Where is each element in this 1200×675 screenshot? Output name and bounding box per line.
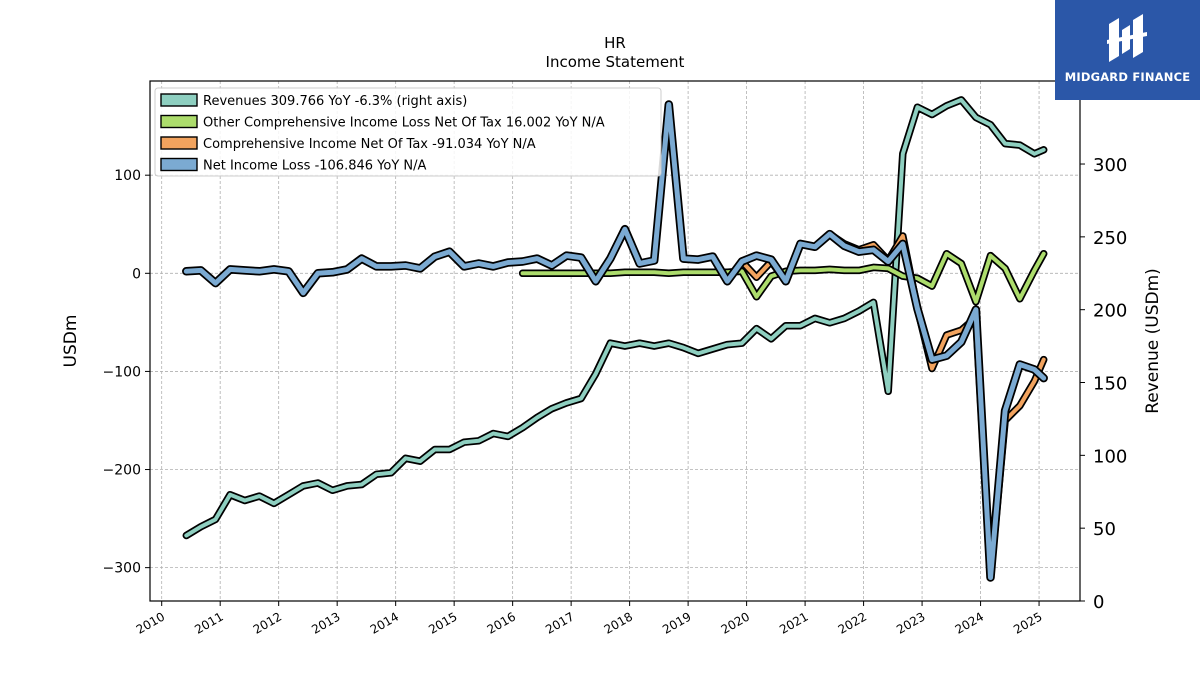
right-y-tick-label: 100 — [1093, 446, 1127, 467]
right-y-tick-label: 250 — [1093, 228, 1127, 249]
x-tick-label: 2018 — [602, 609, 635, 636]
right-axis-label: Revenue (USDm) — [1143, 268, 1163, 414]
chart-title: HR — [604, 34, 626, 52]
midgard-logo-icon — [1107, 14, 1147, 62]
x-tick-label: 2020 — [719, 609, 752, 636]
legend-box — [154, 87, 662, 177]
x-tick-label: 2012 — [251, 609, 284, 636]
series-line — [184, 97, 1046, 538]
x-tick-label: 2017 — [543, 609, 576, 636]
legend-label: Other Comprehensive Income Loss Net Of T… — [203, 116, 605, 131]
x-tick-label: 2022 — [836, 609, 869, 636]
right-y-tick-label: 50 — [1093, 519, 1116, 540]
x-tick-label: 2016 — [485, 609, 518, 636]
x-tick-label: 2023 — [894, 609, 927, 636]
x-axis: 2010 2011 2012 2013 2014 2015 2016 2017 2018 2019… — [134, 601, 1045, 637]
legend: Revenues 309.766 YoY -6.3% (right axis) O… — [154, 87, 662, 177]
left-y-tick-label: −300 — [103, 561, 141, 577]
legend-swatch — [160, 136, 198, 150]
left-axis-label: USDm — [61, 315, 81, 368]
brand-name: MIDGARD FINANCE — [1064, 70, 1191, 84]
series-layer — [182, 96, 1048, 582]
brand-logo: MIDGARD FINANCE — [1055, 0, 1200, 100]
series-line — [183, 102, 1047, 580]
series-net-income-loss — [182, 100, 1048, 582]
x-tick-label: 2025 — [1011, 609, 1044, 636]
x-tick-label: 2021 — [777, 609, 810, 636]
left-y-tick-label: 0 — [132, 266, 141, 282]
right-y-tick-label: 150 — [1093, 374, 1127, 395]
legend-label: Revenues 309.766 YoY -6.3% (right axis) — [203, 94, 467, 109]
x-tick-label: 2014 — [368, 609, 401, 636]
right-y-axis: 0 50 100 150 200 250 300 — [1080, 155, 1127, 613]
left-y-tick-label: 100 — [114, 168, 141, 184]
right-y-tick-label: 0 — [1093, 592, 1104, 613]
series-revenues — [182, 96, 1048, 540]
x-tick-label: 2019 — [660, 609, 693, 636]
legend-swatch — [160, 93, 198, 107]
x-tick-label: 2015 — [426, 609, 459, 636]
left-y-tick-label: −100 — [103, 364, 141, 380]
right-y-tick-label: 200 — [1093, 301, 1127, 322]
right-y-tick-label: 300 — [1093, 155, 1127, 176]
x-tick-label: 2013 — [309, 609, 342, 636]
plot-frame — [149, 80, 1081, 602]
legend-swatch — [160, 114, 198, 129]
left-y-tick-label: −200 — [103, 463, 141, 479]
legend-swatch — [160, 157, 198, 172]
x-tick-label: 2010 — [134, 609, 167, 636]
legend-label: Comprehensive Income Net Of Tax -91.034 … — [203, 137, 536, 152]
legend-label: Net Income Loss -106.846 YoY N/A — [203, 159, 426, 174]
x-tick-label: 2011 — [192, 609, 225, 636]
left-y-axis: 100 0 −100 −200 −300 — [103, 168, 150, 577]
x-tick-label: 2024 — [953, 609, 986, 636]
chart-subtitle: Income Statement — [546, 53, 685, 71]
